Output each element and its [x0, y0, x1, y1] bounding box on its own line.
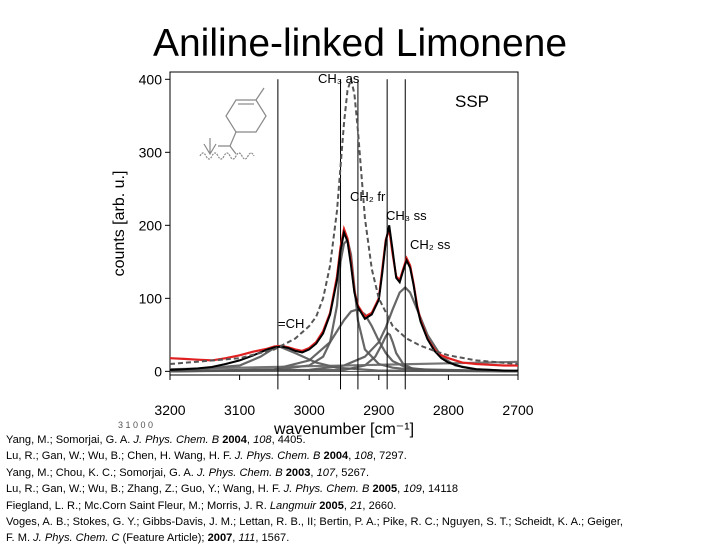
- x-tick-label: 3000: [294, 402, 325, 418]
- plot-frame: [169, 71, 519, 376]
- reference-volume: 108: [354, 450, 373, 463]
- reference-pages: 5267.: [341, 466, 370, 479]
- reference-volume: 108: [253, 434, 272, 446]
- y-axis-label: counts [arb. u.]: [111, 171, 128, 277]
- y-tick-label: 300: [139, 144, 163, 160]
- reference-journal: Langmuir: [269, 499, 317, 512]
- reference-journal: J. Phys. Chem. B: [234, 450, 321, 463]
- peak-label: =CH: [278, 316, 304, 331]
- reference-entry: F. M. J. Phys. Chem. C (Feature Article)…: [6, 530, 718, 546]
- component-curve: [169, 308, 519, 373]
- reference-entry: Yang, M.; Chou, K. C.; Somorjai, G. A. J…: [6, 465, 718, 481]
- stray-overlap-text: 3 1 0 0 0: [118, 420, 153, 430]
- peak-label: CH₃ as: [318, 71, 360, 86]
- slide-title: Aniline-linked Limonene: [152, 22, 568, 65]
- reference-pages: 7297.: [379, 450, 407, 463]
- reference-authors: Yang, M.; Chou, K. C.; Somorjai, G. A.: [6, 466, 197, 479]
- reference-authors: Fiegland, L. R.; Mc.Corn Saint Fleur, M.…: [6, 499, 270, 512]
- reference-year: 2005: [372, 483, 398, 496]
- reference-year: 2004: [222, 434, 247, 446]
- reference-pages: 2660.: [368, 499, 397, 512]
- reference-sep: ,: [255, 532, 262, 545]
- references-list: Yang, M.; Somorjai, G. A. J. Phys. Chem.…: [6, 432, 718, 547]
- reference-year: 2004: [323, 450, 349, 463]
- peak-label: CH₂ ss: [410, 237, 451, 252]
- reference-authors: Lu, R.; Gan, W.; Wu, B.; Chen, H. Wang, …: [6, 450, 235, 463]
- reference-entry: Yang, M.; Somorjai, G. A. J. Phys. Chem.…: [6, 432, 718, 448]
- reference-entry: Voges, A. B.; Stokes, G. Y.; Gibbs-Davis…: [6, 514, 718, 530]
- reference-authors: Voges, A. B.; Stokes, G. Y.; Gibbs-Davis…: [6, 516, 624, 529]
- reference-pages: 1567.: [261, 532, 290, 545]
- y-tick-label: 0: [154, 363, 162, 379]
- x-tick-label: 2700: [502, 402, 533, 418]
- reference-authors: Yang, M.; Somorjai, G. A.: [6, 434, 134, 446]
- peak-marker-lines: [277, 79, 406, 390]
- component-curve: [169, 285, 519, 373]
- reference-volume: 21: [350, 499, 363, 512]
- fit-components: [169, 237, 519, 373]
- reference-note: (Feature Article);: [119, 532, 208, 545]
- reference-entry: Fiegland, L. R.; Mc.Corn Saint Fleur, M.…: [6, 498, 718, 514]
- reference-sep: ,: [335, 466, 342, 479]
- reference-sep: ,: [232, 532, 239, 545]
- chart-series: [169, 75, 519, 372]
- x-tick-label: 3100: [224, 402, 255, 418]
- component-curve: [169, 360, 519, 371]
- reference-volume: 107: [316, 466, 336, 479]
- x-tick-label: 2900: [363, 402, 394, 418]
- y-tick-label: 200: [139, 217, 163, 233]
- reference-volume: 111: [238, 532, 256, 545]
- reference-entry: Lu, R.; Gan, W.; Wu, B.; Chen, H. Wang, …: [6, 448, 718, 464]
- x-tick-label: 2800: [433, 402, 464, 418]
- reference-sep: ,: [246, 434, 254, 446]
- peak-label: CH₃ ss: [386, 208, 427, 223]
- ch3-as-dashed-series: [169, 75, 519, 365]
- reference-sep: ,: [310, 466, 317, 479]
- reference-year: 2005: [319, 499, 344, 512]
- reference-journal: J. Phys. Chem. B: [196, 466, 283, 479]
- reference-entry: Lu, R.; Gan, W.; Wu, B.; Zhang, Z.; Guo,…: [6, 481, 718, 497]
- ssp-label: SSP: [455, 92, 489, 111]
- y-tick-label: 100: [139, 290, 163, 306]
- reference-sep: ,: [362, 499, 369, 512]
- x-axis-label: wavenumber [cm⁻¹]: [273, 421, 414, 438]
- limonene-molecule-sketch: [199, 87, 267, 160]
- reference-sep: ,: [421, 483, 429, 496]
- reference-year: 2007: [207, 532, 233, 545]
- reference-sep: ,: [271, 434, 278, 446]
- reference-sep: ,: [397, 483, 404, 496]
- component-curve: [169, 237, 519, 373]
- reference-authors: F. M.: [6, 532, 34, 545]
- reference-year: 2003: [285, 466, 311, 479]
- fit-series-black: [169, 225, 518, 372]
- reference-journal: J. Phys. Chem. B: [133, 434, 220, 446]
- reference-volume: 109: [403, 483, 422, 496]
- reference-pages: 14118: [428, 483, 459, 496]
- x-tick-label: 3200: [154, 402, 185, 418]
- y-tick-label: 400: [139, 71, 163, 87]
- chart-axes: 0 100 200 300 400 3200 3100 3000 2900 2800 2700 wav…: [111, 71, 534, 438]
- reference-sep: ,: [348, 450, 355, 463]
- reference-sep: ,: [372, 450, 380, 463]
- data-series-red: [169, 224, 518, 367]
- reference-journal: J. Phys. Chem. C: [33, 532, 120, 545]
- reference-authors: Lu, R.; Gan, W.; Wu, B.; Zhang, Z.; Guo,…: [6, 483, 284, 496]
- reference-journal: J. Phys. Chem. B: [283, 483, 370, 496]
- reference-sep: ,: [343, 499, 351, 512]
- reference-pages: 4405.: [277, 434, 306, 446]
- peak-label: CH₂ fr: [350, 189, 386, 204]
